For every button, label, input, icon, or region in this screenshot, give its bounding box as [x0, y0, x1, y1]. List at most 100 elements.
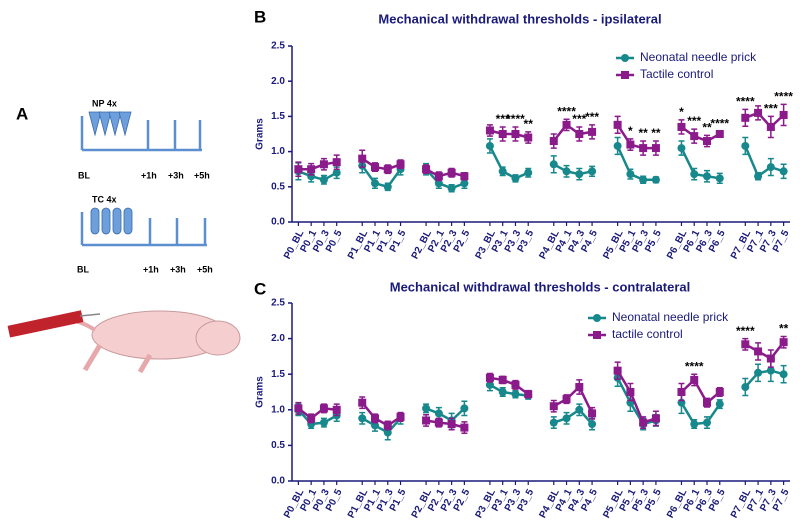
series-line [298, 111, 785, 178]
marker [690, 375, 699, 384]
marker [422, 165, 431, 174]
significance: **** [506, 112, 525, 126]
marker [371, 163, 379, 172]
marker [741, 340, 750, 349]
marker [754, 172, 763, 181]
marker [741, 113, 750, 122]
significance: *** [687, 114, 701, 128]
panel-label: A [16, 104, 28, 123]
marker [498, 388, 507, 396]
marker [485, 380, 494, 389]
marker [319, 418, 328, 427]
marker [626, 170, 635, 179]
marker [639, 175, 648, 184]
marker [575, 170, 584, 179]
marker [715, 174, 724, 183]
marker [358, 398, 367, 407]
marker [575, 383, 584, 392]
time-label: BL [77, 264, 89, 274]
y-tick-label: 1.0 [271, 404, 285, 415]
legend-marker [621, 54, 629, 62]
marker [575, 130, 584, 138]
chart-title: Mechanical withdrawal thresholds - ipsil… [378, 11, 661, 26]
marker [779, 338, 788, 347]
significance: ** [524, 117, 534, 131]
significance: *** [496, 112, 510, 126]
significance: ** [779, 322, 789, 336]
marker [626, 388, 635, 396]
y-tick-label: 0.5 [271, 440, 285, 451]
marker [651, 414, 660, 423]
marker [575, 405, 584, 414]
marker [511, 130, 520, 138]
marker [766, 354, 775, 363]
significance: **** [736, 324, 755, 338]
legend-label: Tactile control [640, 67, 713, 81]
marker [639, 418, 648, 427]
marker [511, 380, 520, 389]
marker [294, 404, 303, 413]
marker [371, 179, 379, 188]
time-label: +5h [194, 170, 210, 180]
panel-label: C [254, 279, 266, 298]
marker [447, 184, 456, 193]
marker [549, 137, 558, 146]
marker [766, 366, 775, 375]
y-tick-label: 2.0 [271, 333, 285, 344]
marker [434, 172, 443, 181]
marker [434, 418, 443, 427]
marker [332, 168, 341, 177]
legend-marker [621, 71, 629, 79]
marker [651, 175, 660, 184]
marker [562, 395, 571, 404]
y-tick-label: 0.5 [271, 181, 285, 192]
marker [307, 165, 316, 174]
panel-label: B [254, 7, 266, 26]
marker [562, 414, 571, 423]
marker [715, 130, 724, 138]
marker [396, 412, 405, 421]
marker [677, 122, 686, 131]
marker [613, 366, 622, 375]
panel-a: A NP 4x BL +1h +3h +5h TC 4x BL [7, 98, 241, 374]
series-line [297, 341, 785, 429]
marker [434, 179, 443, 188]
marker [690, 420, 699, 429]
time-label: +3h [168, 170, 184, 180]
marker [332, 405, 341, 414]
marker [715, 400, 724, 409]
marker [588, 409, 597, 418]
series-line [297, 145, 784, 190]
marker [460, 423, 469, 432]
marker [754, 108, 763, 117]
chart-title: Mechanical withdrawal thresholds - contr… [390, 279, 691, 294]
tc-label: TC 4x [92, 194, 117, 204]
significance: * [679, 105, 684, 119]
marker [613, 120, 622, 129]
marker [677, 388, 686, 396]
marker [741, 141, 750, 150]
np-timeline [80, 116, 202, 152]
marker [460, 404, 469, 413]
np-label: NP 4x [92, 98, 117, 108]
significance: *** [585, 110, 599, 124]
marker [779, 110, 788, 119]
significance: *** [764, 102, 778, 116]
marker [332, 158, 341, 167]
marker [549, 418, 558, 427]
y-tick-label: 2.5 [271, 298, 285, 309]
marker [562, 167, 571, 176]
marker [460, 179, 469, 188]
marker [524, 168, 533, 177]
time-label: +1h [141, 170, 157, 180]
marker [754, 368, 763, 377]
marker [779, 167, 788, 176]
y-tick-label: 0.0 [271, 476, 285, 487]
series-line [297, 369, 784, 435]
marker [677, 144, 686, 153]
legend-marker [593, 314, 601, 322]
marker [396, 160, 405, 169]
marker [562, 120, 571, 129]
marker [358, 414, 367, 423]
